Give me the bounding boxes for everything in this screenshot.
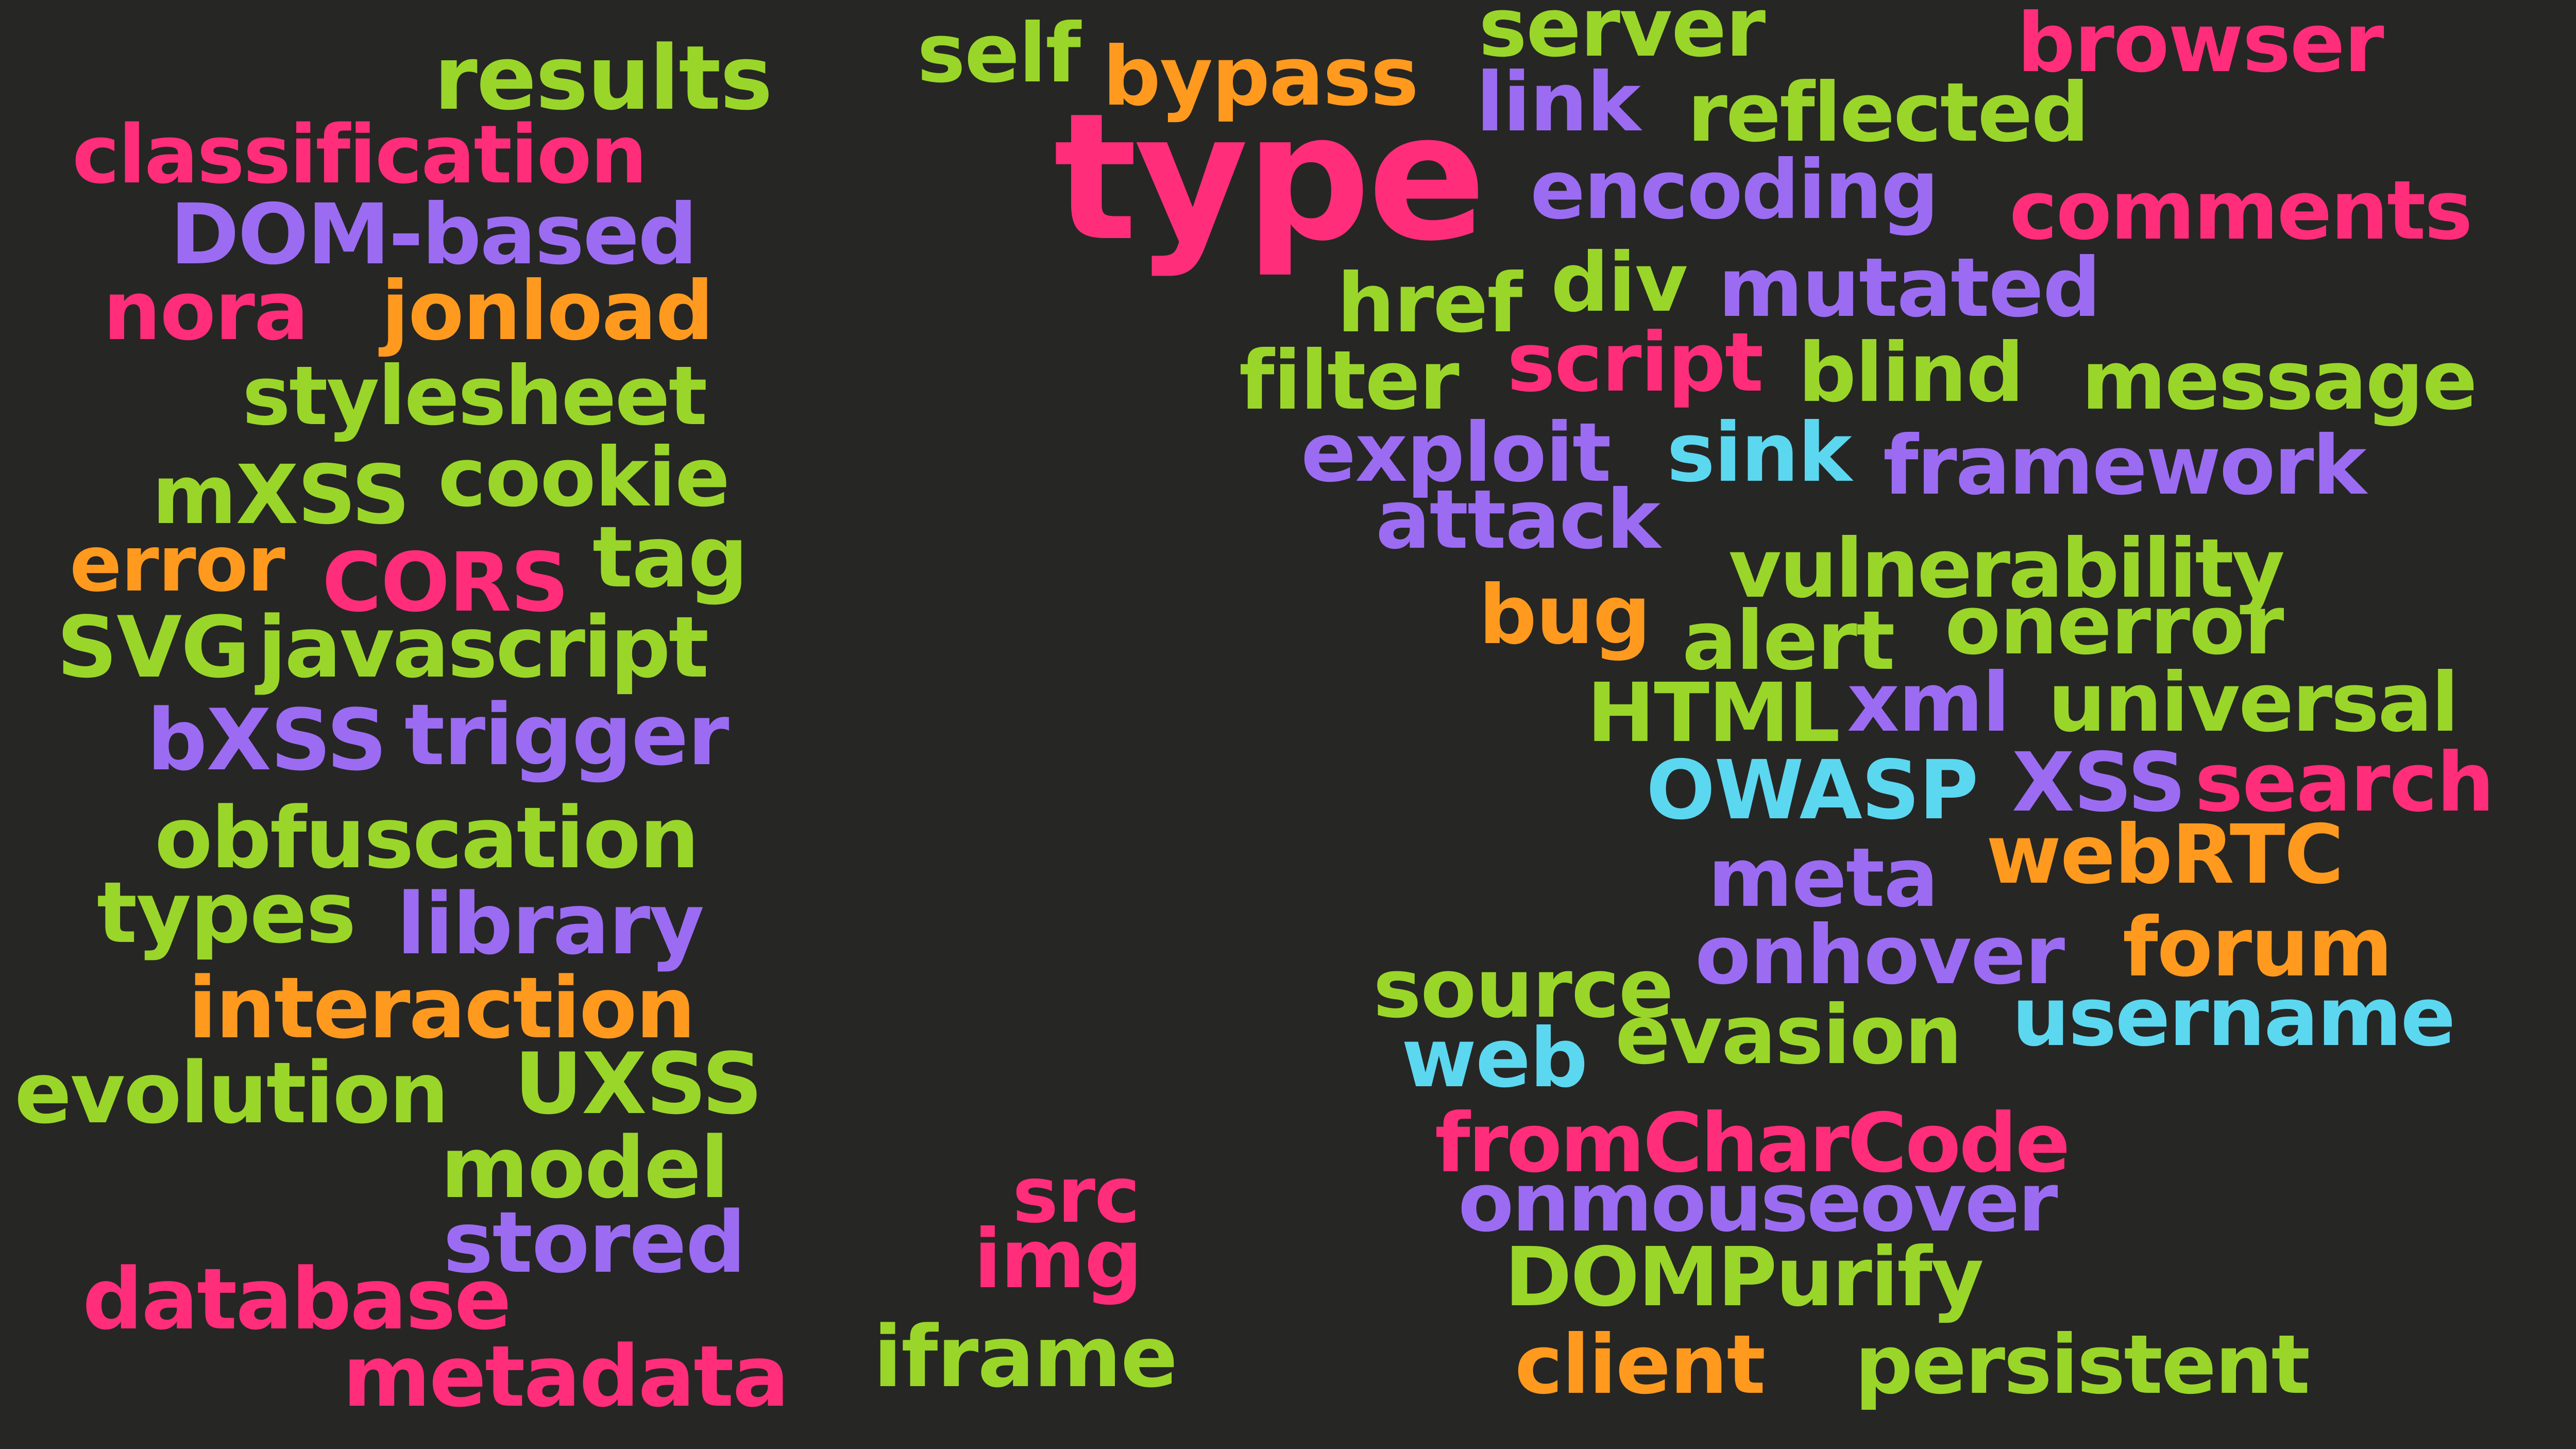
word-bxss: bXSS — [147, 691, 387, 789]
word-browser: browser — [2017, 0, 2384, 91]
word-message: message — [2081, 333, 2478, 428]
word-database: database — [82, 1250, 512, 1349]
word-filter: filter — [1239, 333, 1460, 428]
word-meta: meta — [1708, 831, 1939, 925]
word-alert: alert — [1682, 594, 1895, 688]
word-metadata: metadata — [343, 1327, 789, 1426]
word-exploit: exploit — [1301, 406, 1612, 500]
word-fromcharcode: fromCharCode — [1435, 1096, 2071, 1191]
word-server: server — [1479, 0, 1766, 75]
word-type: type — [1054, 76, 1486, 280]
word-link: link — [1476, 55, 1641, 150]
word-owasp: OWASP — [1646, 743, 1978, 838]
word-xss: XSS — [2012, 735, 2186, 830]
word-nora: nora — [103, 264, 309, 359]
word-interaction: interaction — [188, 959, 696, 1057]
word-iframe: iframe — [873, 1308, 1178, 1406]
word-search: search — [2195, 735, 2495, 830]
word-classification: classification — [72, 108, 648, 201]
word-div: div — [1551, 235, 1688, 330]
word-encoding: encoding — [1530, 143, 1939, 238]
word-error: error — [70, 519, 285, 609]
word-trigger: trigger — [404, 686, 729, 784]
word-client: client — [1515, 1318, 1766, 1412]
word-img: img — [974, 1212, 1143, 1307]
word-evolution: evolution — [14, 1044, 449, 1142]
word-obfuscation: obfuscation — [155, 789, 700, 887]
word-framework: framework — [1883, 418, 2367, 513]
word-universal: universal — [2048, 655, 2459, 750]
word-mutated: mutated — [1718, 241, 2101, 335]
word-persistent: persistent — [1855, 1318, 2310, 1412]
word-dompurify: DOMPurify — [1504, 1230, 1984, 1325]
word-web: web — [1401, 1011, 1588, 1106]
word-cors: CORS — [322, 535, 569, 630]
word-blind: blind — [1798, 326, 2024, 420]
word-forum: forum — [2123, 900, 2393, 995]
word-uxss: UXSS — [514, 1035, 762, 1133]
word-script: script — [1507, 315, 1764, 410]
word-stylesheet: stylesheet — [242, 349, 707, 444]
word-username: username — [2012, 970, 2456, 1065]
word-href: href — [1337, 256, 1522, 351]
word-xml: xml — [1847, 655, 2010, 750]
word-library: library — [397, 875, 704, 973]
word-stored: stored — [443, 1193, 746, 1292]
word-mxss: mXSS — [152, 448, 410, 543]
word-evasion: evasion — [1615, 988, 1962, 1083]
word-cookie: cookie — [438, 430, 730, 525]
word-webrtc: webRTC — [1986, 807, 2344, 902]
word-results: results — [434, 26, 773, 130]
word-javascript: javascript — [258, 598, 709, 697]
word-model: model — [440, 1119, 729, 1217]
word-jonload: jonload — [381, 264, 714, 359]
word-comments: comments — [2009, 163, 2473, 258]
word-vulnerability: vulnerability — [1728, 521, 2285, 616]
word-src: src — [1012, 1151, 1140, 1240]
word-types: types — [97, 864, 357, 962]
word-sink: sink — [1667, 406, 1852, 500]
word-attack: attack — [1376, 473, 1660, 567]
word-dom-based: DOM-based — [170, 187, 698, 283]
word-tag: tag — [592, 508, 748, 606]
word-reflected: reflected — [1687, 65, 2090, 160]
word-bypass: bypass — [1103, 29, 1419, 124]
word-bug: bug — [1479, 568, 1651, 663]
word-self: self — [917, 6, 1081, 101]
word-onerror: onerror — [1945, 578, 2284, 673]
word-onmouseover: onmouseover — [1458, 1155, 2058, 1250]
word-html: HTML — [1587, 666, 1840, 761]
word-svg: SVG — [57, 598, 250, 697]
word-onhover: onhover — [1695, 908, 2065, 1003]
word-source: source — [1373, 941, 1674, 1036]
